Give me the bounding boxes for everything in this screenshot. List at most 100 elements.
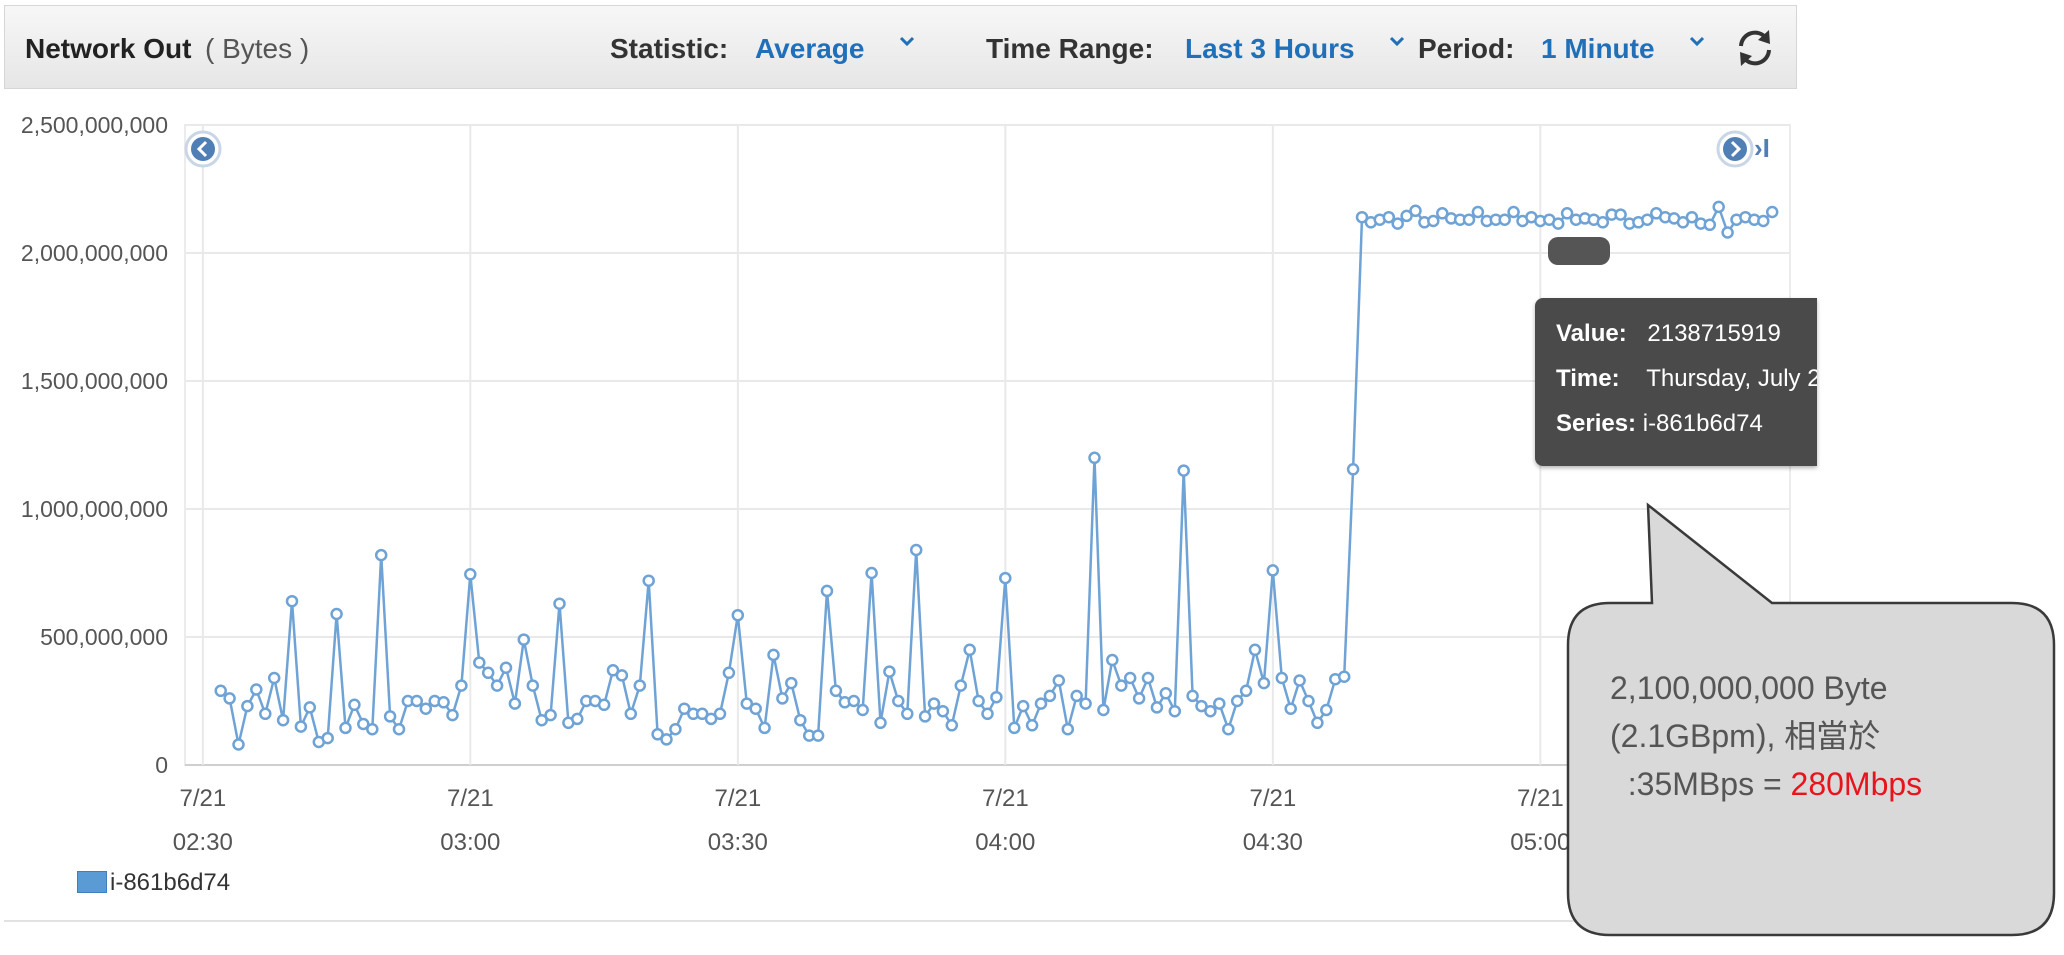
data-point[interactable] (1275, 671, 1289, 685)
data-point[interactable] (1471, 205, 1485, 219)
data-point[interactable] (945, 719, 959, 732)
data-point[interactable] (267, 671, 281, 685)
time-range-chevron-down-icon[interactable] (1388, 32, 1406, 50)
legend-label[interactable]: i-861b6d74 (110, 869, 231, 896)
data-point[interactable] (954, 679, 968, 692)
data-point[interactable] (1222, 722, 1235, 736)
data-point[interactable] (1106, 653, 1119, 667)
data-point[interactable] (1008, 721, 1021, 735)
data-point[interactable] (1239, 684, 1253, 698)
data-point[interactable] (722, 666, 736, 680)
data-point[interactable] (767, 648, 780, 662)
data-point[interactable] (1409, 204, 1422, 218)
data-point[interactable] (1676, 216, 1690, 229)
data-point[interactable] (1266, 564, 1280, 577)
data-point[interactable] (1320, 703, 1333, 717)
data-point[interactable] (339, 721, 352, 735)
data-point[interactable] (1712, 200, 1725, 214)
legend-swatch[interactable] (77, 871, 107, 893)
data-point[interactable] (758, 721, 771, 735)
data-point[interactable] (811, 729, 825, 742)
data-point[interactable] (874, 716, 887, 730)
data-point[interactable] (1016, 699, 1030, 713)
data-point[interactable] (642, 574, 655, 587)
data-point[interactable] (366, 722, 379, 736)
data-point[interactable] (704, 712, 718, 726)
data-point[interactable] (972, 694, 985, 708)
data-point[interactable] (963, 643, 976, 657)
data-point[interactable] (1257, 676, 1271, 690)
data-point[interactable] (1195, 699, 1208, 713)
data-point[interactable] (321, 731, 334, 745)
data-point[interactable] (1186, 689, 1199, 703)
data-point[interactable] (1132, 692, 1146, 705)
data-point[interactable] (847, 694, 861, 708)
data-point[interactable] (437, 696, 450, 709)
data-point[interactable] (1427, 214, 1440, 228)
data-point[interactable] (856, 703, 869, 717)
data-point[interactable] (615, 669, 629, 682)
data-point[interactable] (481, 666, 495, 680)
data-point[interactable] (829, 684, 843, 698)
data-point[interactable] (1123, 671, 1137, 685)
period-chevron-down-icon[interactable] (1688, 32, 1706, 50)
data-point[interactable] (285, 594, 299, 608)
data-point[interactable] (999, 571, 1012, 585)
data-point[interactable] (276, 713, 290, 727)
data-point[interactable] (1551, 217, 1565, 230)
data-point[interactable] (419, 702, 433, 715)
data-point[interactable] (517, 633, 531, 646)
statistic-chevron-down-icon[interactable] (898, 32, 916, 50)
data-point[interactable] (1765, 205, 1779, 219)
data-point[interactable] (981, 707, 994, 721)
data-point[interactable] (1034, 697, 1048, 710)
data-point[interactable] (651, 728, 664, 741)
data-point[interactable] (749, 702, 762, 715)
data-point[interactable] (357, 717, 370, 731)
data-point[interactable] (678, 702, 691, 715)
data-point[interactable] (865, 566, 878, 580)
data-point[interactable] (455, 679, 468, 692)
data-point[interactable] (330, 607, 343, 621)
data-point[interactable] (1043, 689, 1057, 703)
data-point[interactable] (464, 568, 477, 581)
data-point[interactable] (508, 697, 522, 710)
data-point[interactable] (473, 656, 486, 669)
data-point[interactable] (1088, 451, 1101, 465)
data-point[interactable] (1052, 674, 1066, 687)
refresh-icon[interactable] (1733, 26, 1777, 70)
data-point[interactable] (294, 720, 308, 733)
data-point[interactable] (1097, 703, 1110, 717)
data-point[interactable] (918, 710, 932, 723)
data-point[interactable] (606, 664, 620, 677)
data-point[interactable] (1498, 213, 1511, 226)
data-point[interactable] (1614, 208, 1627, 221)
data-point[interactable] (1757, 214, 1770, 228)
data-point[interactable] (1213, 697, 1226, 710)
data-point[interactable] (348, 698, 361, 712)
data-point[interactable] (901, 707, 914, 721)
data-point[interactable] (990, 690, 1003, 704)
data-point[interactable] (1337, 670, 1351, 683)
period-dropdown[interactable]: 1 Minute (1541, 33, 1655, 64)
data-point[interactable] (223, 692, 236, 705)
data-point[interactable] (490, 679, 504, 692)
data-point[interactable] (374, 548, 388, 562)
data-point[interactable] (241, 699, 254, 713)
data-point[interactable] (1248, 643, 1262, 657)
data-point[interactable] (1204, 704, 1217, 718)
data-point[interactable] (936, 704, 950, 718)
data-point[interactable] (785, 676, 798, 690)
data-point[interactable] (1436, 207, 1449, 220)
data-point[interactable] (259, 707, 272, 721)
skip-to-end-icon[interactable]: ›I (1754, 133, 1770, 163)
data-point[interactable] (633, 679, 647, 692)
data-point[interactable] (535, 713, 548, 727)
data-point[interactable] (1025, 719, 1039, 732)
data-point[interactable] (892, 694, 905, 708)
data-point[interactable] (553, 597, 566, 610)
data-point[interactable] (526, 679, 540, 692)
data-point[interactable] (250, 683, 263, 696)
data-point[interactable] (1230, 694, 1244, 708)
data-point[interactable] (1293, 674, 1306, 687)
